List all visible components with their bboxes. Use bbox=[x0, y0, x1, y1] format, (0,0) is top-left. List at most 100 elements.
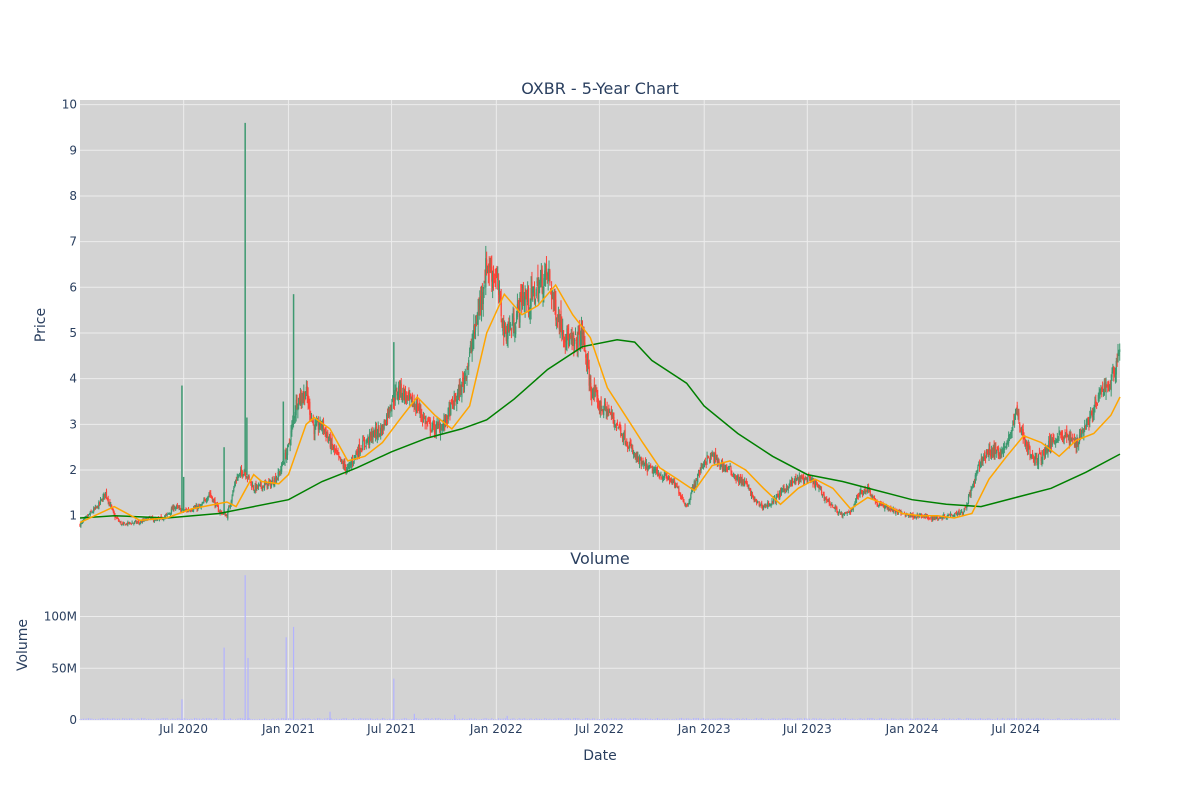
candle-body bbox=[825, 497, 827, 499]
candle-body bbox=[312, 420, 314, 425]
candle-body bbox=[514, 330, 516, 338]
candle-body bbox=[403, 387, 405, 401]
candle-body bbox=[766, 505, 768, 507]
candle-body bbox=[175, 507, 177, 509]
candle-body bbox=[975, 474, 977, 477]
candle-body bbox=[1018, 412, 1020, 421]
candle-body bbox=[859, 492, 861, 497]
candle-body bbox=[319, 419, 321, 427]
candle-body bbox=[345, 464, 347, 471]
candle-body bbox=[799, 475, 801, 479]
candle-body bbox=[868, 489, 870, 491]
candle-body bbox=[1026, 445, 1029, 451]
candle-body bbox=[400, 383, 402, 396]
candle-body bbox=[650, 466, 653, 468]
candle-body bbox=[195, 505, 197, 508]
candle-body bbox=[752, 495, 754, 498]
candle-body bbox=[1113, 368, 1115, 374]
candle-body bbox=[259, 483, 261, 485]
candle-body bbox=[1066, 429, 1068, 438]
candle-body bbox=[690, 494, 692, 498]
candle-body bbox=[760, 503, 762, 505]
candle-body bbox=[1058, 431, 1060, 436]
candle-body bbox=[253, 490, 255, 492]
candle-body bbox=[111, 507, 114, 510]
candle-body bbox=[896, 511, 899, 514]
candle-body bbox=[1075, 440, 1077, 448]
candle-body bbox=[703, 460, 706, 467]
candle-body bbox=[202, 502, 204, 504]
candle-body bbox=[415, 408, 417, 412]
candle-body bbox=[869, 490, 871, 496]
candle-body bbox=[274, 477, 276, 484]
candle-body bbox=[948, 514, 950, 516]
candle-body bbox=[556, 322, 558, 327]
candle-body bbox=[983, 454, 985, 460]
candle-body bbox=[562, 330, 565, 339]
candle-body bbox=[620, 427, 622, 436]
candle-body bbox=[228, 506, 231, 508]
candle-body bbox=[135, 521, 137, 524]
candle-body bbox=[627, 445, 629, 448]
candle-body bbox=[480, 296, 482, 304]
candle-body bbox=[861, 490, 863, 493]
candle-body bbox=[922, 516, 924, 518]
candle-body bbox=[728, 467, 730, 469]
candle-body bbox=[178, 507, 180, 509]
candle-body bbox=[340, 459, 343, 462]
candle-body bbox=[789, 481, 791, 486]
candle-body bbox=[678, 488, 680, 494]
candle-body bbox=[417, 406, 419, 410]
candle-body bbox=[250, 481, 252, 483]
candle-body bbox=[539, 281, 541, 285]
candle-body bbox=[271, 480, 273, 484]
candle-body bbox=[1079, 434, 1082, 437]
candle-body bbox=[538, 286, 540, 302]
candle-body bbox=[199, 505, 202, 507]
candle-body bbox=[527, 289, 529, 302]
candle-body bbox=[803, 478, 806, 484]
candle-body bbox=[410, 396, 413, 399]
candle-body bbox=[1014, 416, 1016, 425]
candle-body bbox=[263, 485, 265, 488]
candle-body bbox=[86, 515, 88, 517]
price-y-tick-label: 3 bbox=[69, 417, 77, 431]
candle-body bbox=[579, 328, 581, 346]
candle-body bbox=[699, 471, 701, 473]
candle-body bbox=[750, 488, 752, 496]
candle-body bbox=[217, 506, 220, 512]
candle-body bbox=[350, 463, 352, 465]
candle-body bbox=[497, 278, 499, 280]
candle-body bbox=[644, 461, 647, 469]
candle-body bbox=[304, 395, 307, 400]
candle-body bbox=[823, 494, 825, 499]
candle-body bbox=[640, 458, 642, 467]
candle-body bbox=[441, 424, 443, 431]
candle-body bbox=[583, 330, 585, 341]
candle-body bbox=[293, 416, 296, 418]
candle-body bbox=[785, 485, 788, 491]
candle-body bbox=[285, 452, 287, 459]
candle-body bbox=[593, 384, 595, 398]
candle-body bbox=[735, 476, 737, 480]
candle-body bbox=[1015, 408, 1017, 411]
candle-body bbox=[764, 504, 766, 508]
candle-body bbox=[648, 465, 650, 468]
candle-body bbox=[689, 498, 691, 503]
candle-body bbox=[966, 504, 968, 509]
candle-body bbox=[979, 465, 982, 468]
candle-body bbox=[437, 423, 439, 425]
candle-body bbox=[458, 384, 460, 399]
candle-body bbox=[1012, 420, 1014, 427]
candle-body bbox=[650, 465, 652, 469]
candle-body bbox=[987, 453, 989, 457]
candle-body bbox=[464, 373, 466, 377]
candle-body bbox=[126, 523, 128, 525]
candle-body bbox=[549, 270, 551, 283]
candle-body bbox=[1096, 404, 1099, 406]
candle-body bbox=[1094, 401, 1096, 407]
candle-body bbox=[1070, 437, 1072, 438]
candle-body bbox=[1097, 394, 1099, 402]
candle-body bbox=[139, 523, 141, 524]
candle-body bbox=[762, 506, 765, 510]
